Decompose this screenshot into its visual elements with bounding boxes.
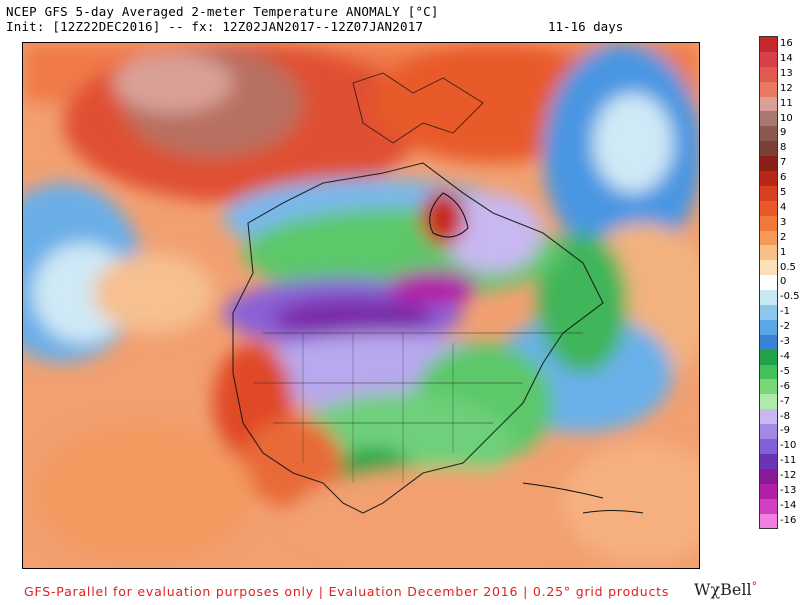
legend-label: 7 (780, 157, 787, 169)
legend-label: 1 (780, 246, 787, 258)
legend-label: -11 (780, 455, 797, 467)
legend-swatch (760, 483, 777, 499)
legend-swatch (760, 96, 777, 112)
legend-swatch (760, 81, 777, 97)
legend-label: 11 (780, 97, 793, 109)
legend-swatch (760, 51, 777, 67)
legend-swatch (760, 453, 777, 469)
init-line: Init: [12Z22DEC2016] -- fx: 12Z02JAN2017… (6, 19, 424, 34)
legend-swatch (760, 394, 777, 410)
legend-label: -0.5 (780, 291, 800, 303)
legend-label: 5 (780, 187, 787, 198)
legend-swatch (760, 513, 777, 529)
legend-label: 0 (780, 276, 787, 288)
legend-label: -6 (780, 380, 790, 392)
legend-swatch (760, 156, 777, 172)
legend-label: 0.5 (780, 261, 796, 273)
legend-swatch (760, 364, 777, 380)
brand-mark: ° (751, 580, 758, 593)
legend-swatch (760, 409, 777, 425)
legend-label: -13 (780, 485, 797, 496)
legend-label: -10 (780, 440, 797, 452)
legend-label: -5 (780, 365, 790, 377)
legend-label: -2 (780, 321, 790, 333)
legend-swatch (760, 66, 777, 82)
legend-label: 3 (780, 216, 787, 228)
legend-label: 16 (780, 38, 793, 49)
legend-label: -9 (780, 425, 790, 437)
legend-swatch (760, 215, 777, 231)
legend-swatch (760, 260, 777, 276)
legend-label: 14 (780, 52, 793, 64)
legend-label: 10 (780, 112, 793, 124)
legend-swatch (760, 126, 777, 142)
legend-label: 2 (780, 231, 787, 243)
legend-swatch (760, 171, 777, 186)
legend-label: -3 (780, 336, 790, 347)
legend-swatch (760, 185, 777, 201)
forecast-range: 11-16 days (548, 19, 624, 34)
footer-disclaimer: GFS-Parallel for evaluation purposes onl… (24, 584, 670, 599)
legend-label: 12 (780, 82, 793, 94)
legend-swatch (760, 334, 777, 350)
legend-label: 13 (780, 67, 793, 79)
legend-swatch (760, 290, 777, 306)
legend-label: 6 (780, 172, 787, 184)
legend-label: -4 (780, 350, 790, 362)
legend-label: -7 (780, 395, 790, 407)
legend-swatch (760, 37, 777, 52)
brand-logo: WχBell° (694, 580, 757, 599)
legend-swatch (760, 275, 777, 291)
legend-swatch (760, 245, 777, 261)
legend-label: 4 (780, 201, 787, 213)
legend-label: -8 (780, 410, 790, 422)
color-scale-legend (759, 36, 778, 530)
legend-label: -14 (780, 499, 797, 511)
legend-swatch (760, 379, 777, 395)
anomaly-map (22, 42, 700, 569)
legend-label: -1 (780, 306, 790, 318)
legend-swatch (760, 424, 777, 440)
legend-swatch (760, 468, 777, 484)
legend-swatch (760, 141, 777, 157)
legend-label: -16 (780, 514, 797, 526)
legend-label: -12 (780, 470, 797, 482)
brand-name: WχBell (694, 580, 752, 599)
legend-swatch (760, 349, 777, 365)
legend-swatch (760, 319, 777, 335)
legend-swatch (760, 200, 777, 216)
legend-swatch (760, 498, 777, 514)
legend-swatch (760, 305, 777, 320)
legend-label: 9 (780, 127, 787, 139)
map-title: NCEP GFS 5-day Averaged 2-meter Temperat… (6, 4, 439, 19)
legend-swatch (760, 111, 777, 127)
legend-label: 8 (780, 142, 787, 154)
legend-swatch (760, 230, 777, 246)
legend-swatch (760, 439, 777, 454)
